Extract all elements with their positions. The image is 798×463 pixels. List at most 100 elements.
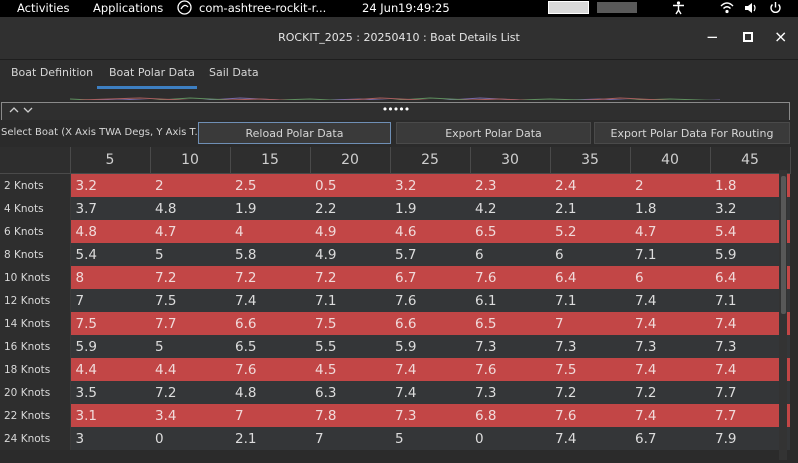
- table-cell[interactable]: 6.6: [230, 312, 310, 335]
- table-cell[interactable]: 7.3: [630, 335, 710, 358]
- table-cell[interactable]: 7.5: [310, 312, 390, 335]
- table-cell[interactable]: 7.6: [230, 358, 310, 381]
- table-cell[interactable]: 7.4: [630, 404, 710, 427]
- split-handle[interactable]: •••••: [381, 103, 410, 116]
- table-cell[interactable]: 1.8: [710, 173, 790, 197]
- row-header[interactable]: 4 Knots: [0, 197, 71, 220]
- window-title-bar[interactable]: ROCKIT_2025 : 20250410 : Boat Details Li…: [0, 17, 798, 60]
- volume-icon[interactable]: [744, 2, 758, 17]
- table-cell[interactable]: 7.4: [390, 358, 470, 381]
- select-boat-label[interactable]: Select Boat (X Axis TWA Degs, Y Axis T..…: [1, 127, 204, 138]
- table-cell[interactable]: 7.2: [150, 266, 230, 289]
- table-cell[interactable]: 5: [390, 427, 470, 450]
- row-header[interactable]: 2 Knots: [0, 173, 71, 197]
- table-cell[interactable]: 7: [550, 312, 630, 335]
- table-cell[interactable]: 7.4: [550, 427, 630, 450]
- table-cell[interactable]: 4.4: [70, 358, 150, 381]
- app-menu-name[interactable]: com-ashtree-rockit-r...: [199, 1, 327, 15]
- table-cell[interactable]: 6: [470, 243, 550, 266]
- table-cell[interactable]: 5.9: [390, 335, 470, 358]
- table-cell[interactable]: 7.3: [710, 335, 790, 358]
- table-cell[interactable]: 7.7: [150, 312, 230, 335]
- table-cell[interactable]: 3.2: [710, 197, 790, 220]
- table-cell[interactable]: 5.7: [390, 243, 470, 266]
- split-pane-divider[interactable]: •••••: [1, 102, 790, 121]
- table-cell[interactable]: 6: [550, 243, 630, 266]
- table-cell[interactable]: 7.5: [150, 289, 230, 312]
- column-header[interactable]: 20: [310, 147, 391, 174]
- table-cell[interactable]: 6: [630, 266, 710, 289]
- table-cell[interactable]: 7.2: [150, 381, 230, 404]
- table-cell[interactable]: 6.5: [230, 335, 310, 358]
- table-cell[interactable]: 7.6: [470, 266, 550, 289]
- table-cell[interactable]: 4.5: [310, 358, 390, 381]
- table-cell[interactable]: 7.4: [230, 289, 310, 312]
- column-header[interactable]: 10: [150, 147, 231, 174]
- table-cell[interactable]: 5: [150, 243, 230, 266]
- input-indicator[interactable]: [597, 2, 637, 13]
- table-cell[interactable]: 1.9: [230, 197, 310, 220]
- table-cell[interactable]: 4: [230, 220, 310, 243]
- table-cell[interactable]: 6.4: [550, 266, 630, 289]
- table-cell[interactable]: 7.3: [390, 404, 470, 427]
- column-header[interactable]: 45: [710, 147, 791, 174]
- table-cell[interactable]: 7.2: [550, 381, 630, 404]
- table-cell[interactable]: 7.4: [710, 312, 790, 335]
- table-cell[interactable]: 4.6: [390, 220, 470, 243]
- table-cell[interactable]: 1.9: [390, 197, 470, 220]
- table-cell[interactable]: 4.4: [150, 358, 230, 381]
- row-header[interactable]: 20 Knots: [0, 381, 71, 404]
- row-header[interactable]: 16 Knots: [0, 335, 71, 358]
- table-cell[interactable]: 5.2: [550, 220, 630, 243]
- table-cell[interactable]: 4.8: [150, 197, 230, 220]
- column-header[interactable]: 5: [70, 147, 151, 174]
- table-cell[interactable]: 0: [470, 427, 550, 450]
- table-cell[interactable]: 5.9: [710, 243, 790, 266]
- table-cell[interactable]: 7.4: [630, 358, 710, 381]
- table-cell[interactable]: 2.5: [230, 173, 310, 197]
- table-cell[interactable]: 3.5: [70, 381, 150, 404]
- table-cell[interactable]: 4.2: [470, 197, 550, 220]
- table-cell[interactable]: 7.1: [550, 289, 630, 312]
- wifi-icon[interactable]: [720, 1, 734, 17]
- table-cell[interactable]: 6.6: [390, 312, 470, 335]
- table-cell[interactable]: 7.4: [710, 358, 790, 381]
- table-cell[interactable]: 5: [150, 335, 230, 358]
- table-cell[interactable]: 3.4: [150, 404, 230, 427]
- row-header[interactable]: 8 Knots: [0, 243, 71, 266]
- table-cell[interactable]: 4.9: [310, 220, 390, 243]
- table-cell[interactable]: 7.5: [70, 312, 150, 335]
- table-cell[interactable]: 7.2: [230, 266, 310, 289]
- table-cell[interactable]: 6.5: [470, 312, 550, 335]
- table-cell[interactable]: 7.4: [390, 381, 470, 404]
- power-icon[interactable]: [769, 1, 782, 17]
- table-cell[interactable]: 7.3: [550, 335, 630, 358]
- table-cell[interactable]: 3.7: [70, 197, 150, 220]
- table-cell[interactable]: 2: [150, 173, 230, 197]
- table-cell[interactable]: 7.3: [470, 335, 550, 358]
- maximize-button[interactable]: [743, 32, 753, 42]
- accessibility-icon[interactable]: [672, 1, 685, 18]
- table-cell[interactable]: 5.5: [310, 335, 390, 358]
- table-cell[interactable]: 5.8: [230, 243, 310, 266]
- row-header[interactable]: 22 Knots: [0, 404, 71, 427]
- table-cell[interactable]: 7.6: [470, 358, 550, 381]
- table-cell[interactable]: 7.4: [630, 289, 710, 312]
- table-cell[interactable]: 2.2: [310, 197, 390, 220]
- scrollbar-thumb[interactable]: [781, 176, 786, 314]
- column-header[interactable]: 25: [390, 147, 471, 174]
- export-polar-data-button[interactable]: Export Polar Data: [396, 122, 591, 144]
- row-header[interactable]: 14 Knots: [0, 312, 71, 335]
- table-cell[interactable]: 6.4: [710, 266, 790, 289]
- minimize-button[interactable]: −: [706, 28, 719, 46]
- row-header[interactable]: 10 Knots: [0, 266, 71, 289]
- table-cell[interactable]: 6.7: [630, 427, 710, 450]
- table-cell[interactable]: 8: [70, 266, 150, 289]
- row-header[interactable]: 24 Knots: [0, 427, 71, 450]
- table-cell[interactable]: 4.8: [230, 381, 310, 404]
- table-cell[interactable]: 4.7: [150, 220, 230, 243]
- table-cell[interactable]: 5.9: [70, 335, 150, 358]
- table-cell[interactable]: 3.2: [390, 173, 470, 197]
- keyboard-indicator[interactable]: [548, 1, 589, 14]
- table-cell[interactable]: 7.3: [470, 381, 550, 404]
